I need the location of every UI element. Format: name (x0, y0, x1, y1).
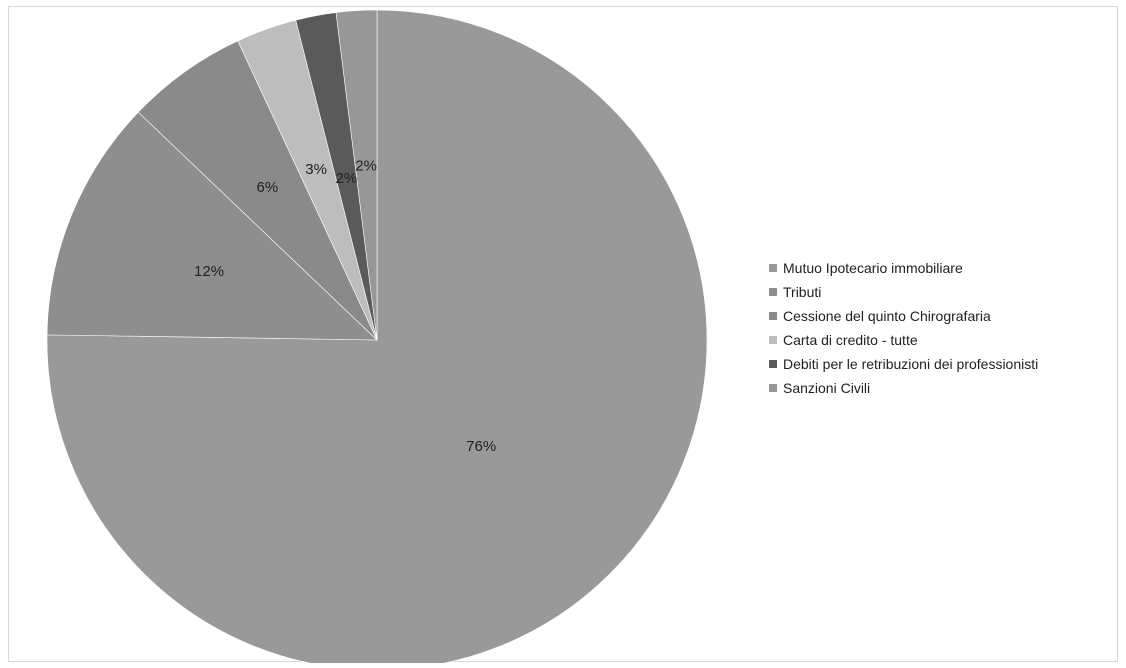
legend-item: Cessione del quinto Chirografaria (769, 304, 1038, 328)
legend-swatch (769, 360, 777, 368)
legend-label: Mutuo Ipotecario immobiliare (783, 260, 963, 276)
legend-item: Debiti per le retribuzioni dei professio… (769, 352, 1038, 376)
pie-slice (137, 40, 378, 341)
legend-swatch (769, 312, 777, 320)
pie-chart: 76% 12% 6% 3% 2%2% (46, 9, 708, 663)
data-label: 2% (336, 170, 358, 187)
legend-swatch (769, 264, 777, 272)
legend-item: Mutuo Ipotecario immobiliare (769, 256, 1038, 280)
data-label: 76% (466, 438, 496, 455)
legend-item: Tributi (769, 280, 1038, 304)
legend-swatch (769, 288, 777, 296)
data-label: 2% (355, 157, 377, 174)
legend-item: Carta di credito - tutte (769, 328, 1038, 352)
legend-swatch (769, 336, 777, 344)
legend: Mutuo Ipotecario immobiliare Tributi Ces… (769, 256, 1038, 400)
legend-swatch (769, 384, 777, 392)
legend-item: Sanzioni Civili (769, 376, 1038, 400)
legend-label: Carta di credito - tutte (783, 332, 918, 348)
data-label: 6% (257, 179, 279, 196)
pie-slice (335, 9, 378, 341)
legend-label: Tributi (783, 284, 822, 300)
legend-label: Debiti per le retribuzioni dei professio… (783, 356, 1039, 372)
pie-slices (46, 9, 708, 663)
chart-area: 76% 12% 6% 3% 2% 2% Mutuo Ipotecario immobili… (8, 6, 1118, 663)
pie-slice (46, 9, 708, 663)
pie-slice (46, 111, 378, 341)
legend-label: Cessione del quinto Chirografaria (783, 308, 991, 324)
pie-data-labels: 76% 12% 6% 3% 2%2% (194, 157, 496, 454)
data-label: 3% (305, 161, 327, 178)
data-label: 12% (194, 263, 224, 280)
legend-label: Sanzioni Civili (783, 380, 871, 396)
